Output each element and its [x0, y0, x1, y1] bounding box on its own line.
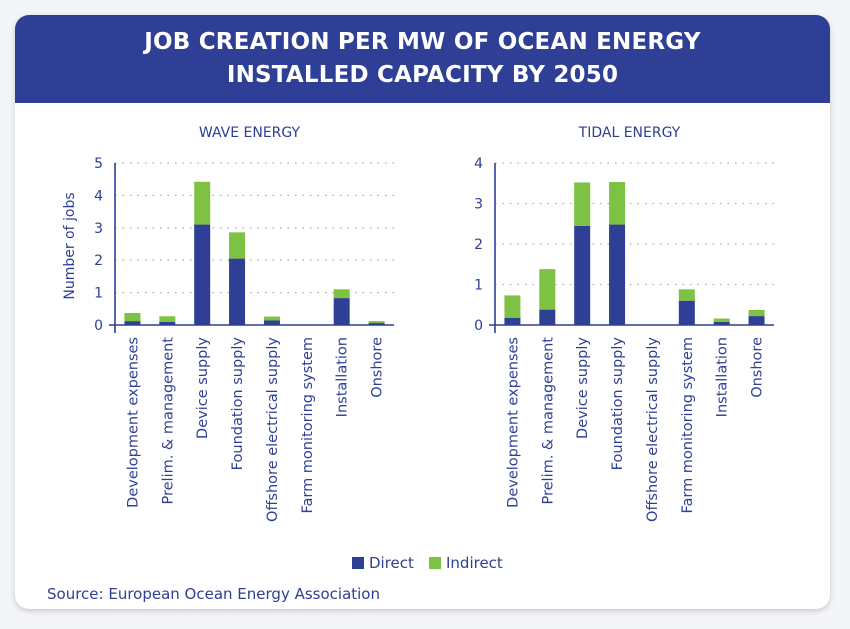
wave-bar-indirect — [368, 321, 385, 324]
chart-legend: Direct Indirect — [0, 553, 850, 573]
wave-category-label: Onshore — [370, 337, 386, 398]
tidal-category-label: Installation — [715, 337, 731, 417]
tidal-y-tick-label: 0 — [474, 318, 483, 334]
wave-bar-indirect — [194, 181, 211, 225]
tidal-category-label: Foundation supply — [610, 337, 626, 471]
wave-category-label: Installation — [335, 337, 351, 417]
tidal-chart-title: TIDAL ENERGY — [578, 125, 681, 141]
wave-y-axis-label: Number of jobs — [62, 192, 78, 299]
wave-chart-title: WAVE ENERGY — [199, 125, 301, 141]
tidal-bar-direct — [504, 317, 521, 325]
tidal-bar-direct — [678, 300, 695, 325]
source-note: Source: European Ocean Energy Associatio… — [47, 585, 380, 603]
wave-category-label: Foundation supply — [230, 337, 246, 471]
legend-label-direct: Direct — [369, 554, 414, 572]
tidal-y-tick-label: 1 — [474, 278, 483, 294]
tidal-bar-indirect — [713, 318, 730, 322]
tidal-bar-direct — [574, 225, 591, 325]
wave-bar-direct — [124, 321, 141, 325]
wave-category-label: Prelim. & management — [160, 337, 176, 505]
wave-category-label: Development expenses — [125, 337, 141, 508]
wave-category-label: Device supply — [195, 337, 211, 439]
wave-bar-direct — [194, 224, 211, 325]
wave-bar-indirect — [263, 316, 280, 321]
wave-bar-indirect — [333, 289, 350, 299]
wave-y-tick-label: 0 — [94, 318, 103, 334]
title-line-1: JOB CREATION PER MW OF OCEAN ENERGY — [144, 29, 701, 55]
wave-y-tick-label: 2 — [94, 253, 103, 269]
tidal-bar-indirect — [574, 182, 591, 226]
wave-bar-direct — [333, 298, 350, 325]
wave-category-label: Farm monitoring system — [300, 337, 316, 514]
tidal-y-tick-label: 3 — [474, 197, 483, 213]
wave-bar-indirect — [124, 313, 141, 322]
wave-y-tick-label: 3 — [94, 221, 103, 237]
title-banner: JOB CREATION PER MW OF OCEAN ENERGY INST… — [15, 15, 830, 103]
wave-bar-indirect — [229, 232, 246, 259]
tidal-category-label: Development expenses — [505, 337, 521, 508]
title-line-2: INSTALLED CAPACITY BY 2050 — [226, 62, 619, 88]
tidal-category-label: Prelim. & management — [540, 337, 556, 505]
tidal-bar-direct — [609, 224, 626, 325]
tidal-bar-indirect — [748, 310, 765, 317]
tidal-bar-indirect — [678, 289, 695, 301]
tidal-bar-indirect — [609, 182, 626, 225]
tidal-category-label: Device supply — [575, 337, 591, 439]
wave-bar-direct — [229, 258, 246, 325]
tidal-category-label: Farm monitoring system — [680, 337, 696, 514]
wave-bar-direct — [368, 323, 385, 325]
legend-swatch-indirect — [429, 557, 441, 569]
wave-y-tick-label: 1 — [94, 286, 103, 302]
wave-bar-indirect — [159, 316, 176, 322]
legend-swatch-direct — [352, 557, 364, 569]
tidal-category-label: Offshore electrical supply — [645, 337, 661, 522]
tidal-y-tick-label: 4 — [474, 156, 483, 172]
wave-bar-direct — [159, 321, 176, 325]
tidal-bar-direct — [713, 321, 730, 325]
tidal-bar-indirect — [539, 269, 556, 310]
wave-bar-direct — [263, 320, 280, 325]
tidal-y-tick-label: 2 — [474, 237, 483, 253]
wave-category-label: Offshore electrical supply — [265, 337, 281, 522]
tidal-bar-indirect — [504, 295, 521, 318]
tidal-bar-direct — [748, 316, 765, 325]
tidal-bar-direct — [539, 309, 556, 325]
wave-y-tick-label: 4 — [94, 188, 103, 204]
legend-label-indirect: Indirect — [446, 554, 503, 572]
wave-y-tick-label: 5 — [94, 156, 103, 172]
tidal-category-label: Onshore — [750, 337, 766, 398]
